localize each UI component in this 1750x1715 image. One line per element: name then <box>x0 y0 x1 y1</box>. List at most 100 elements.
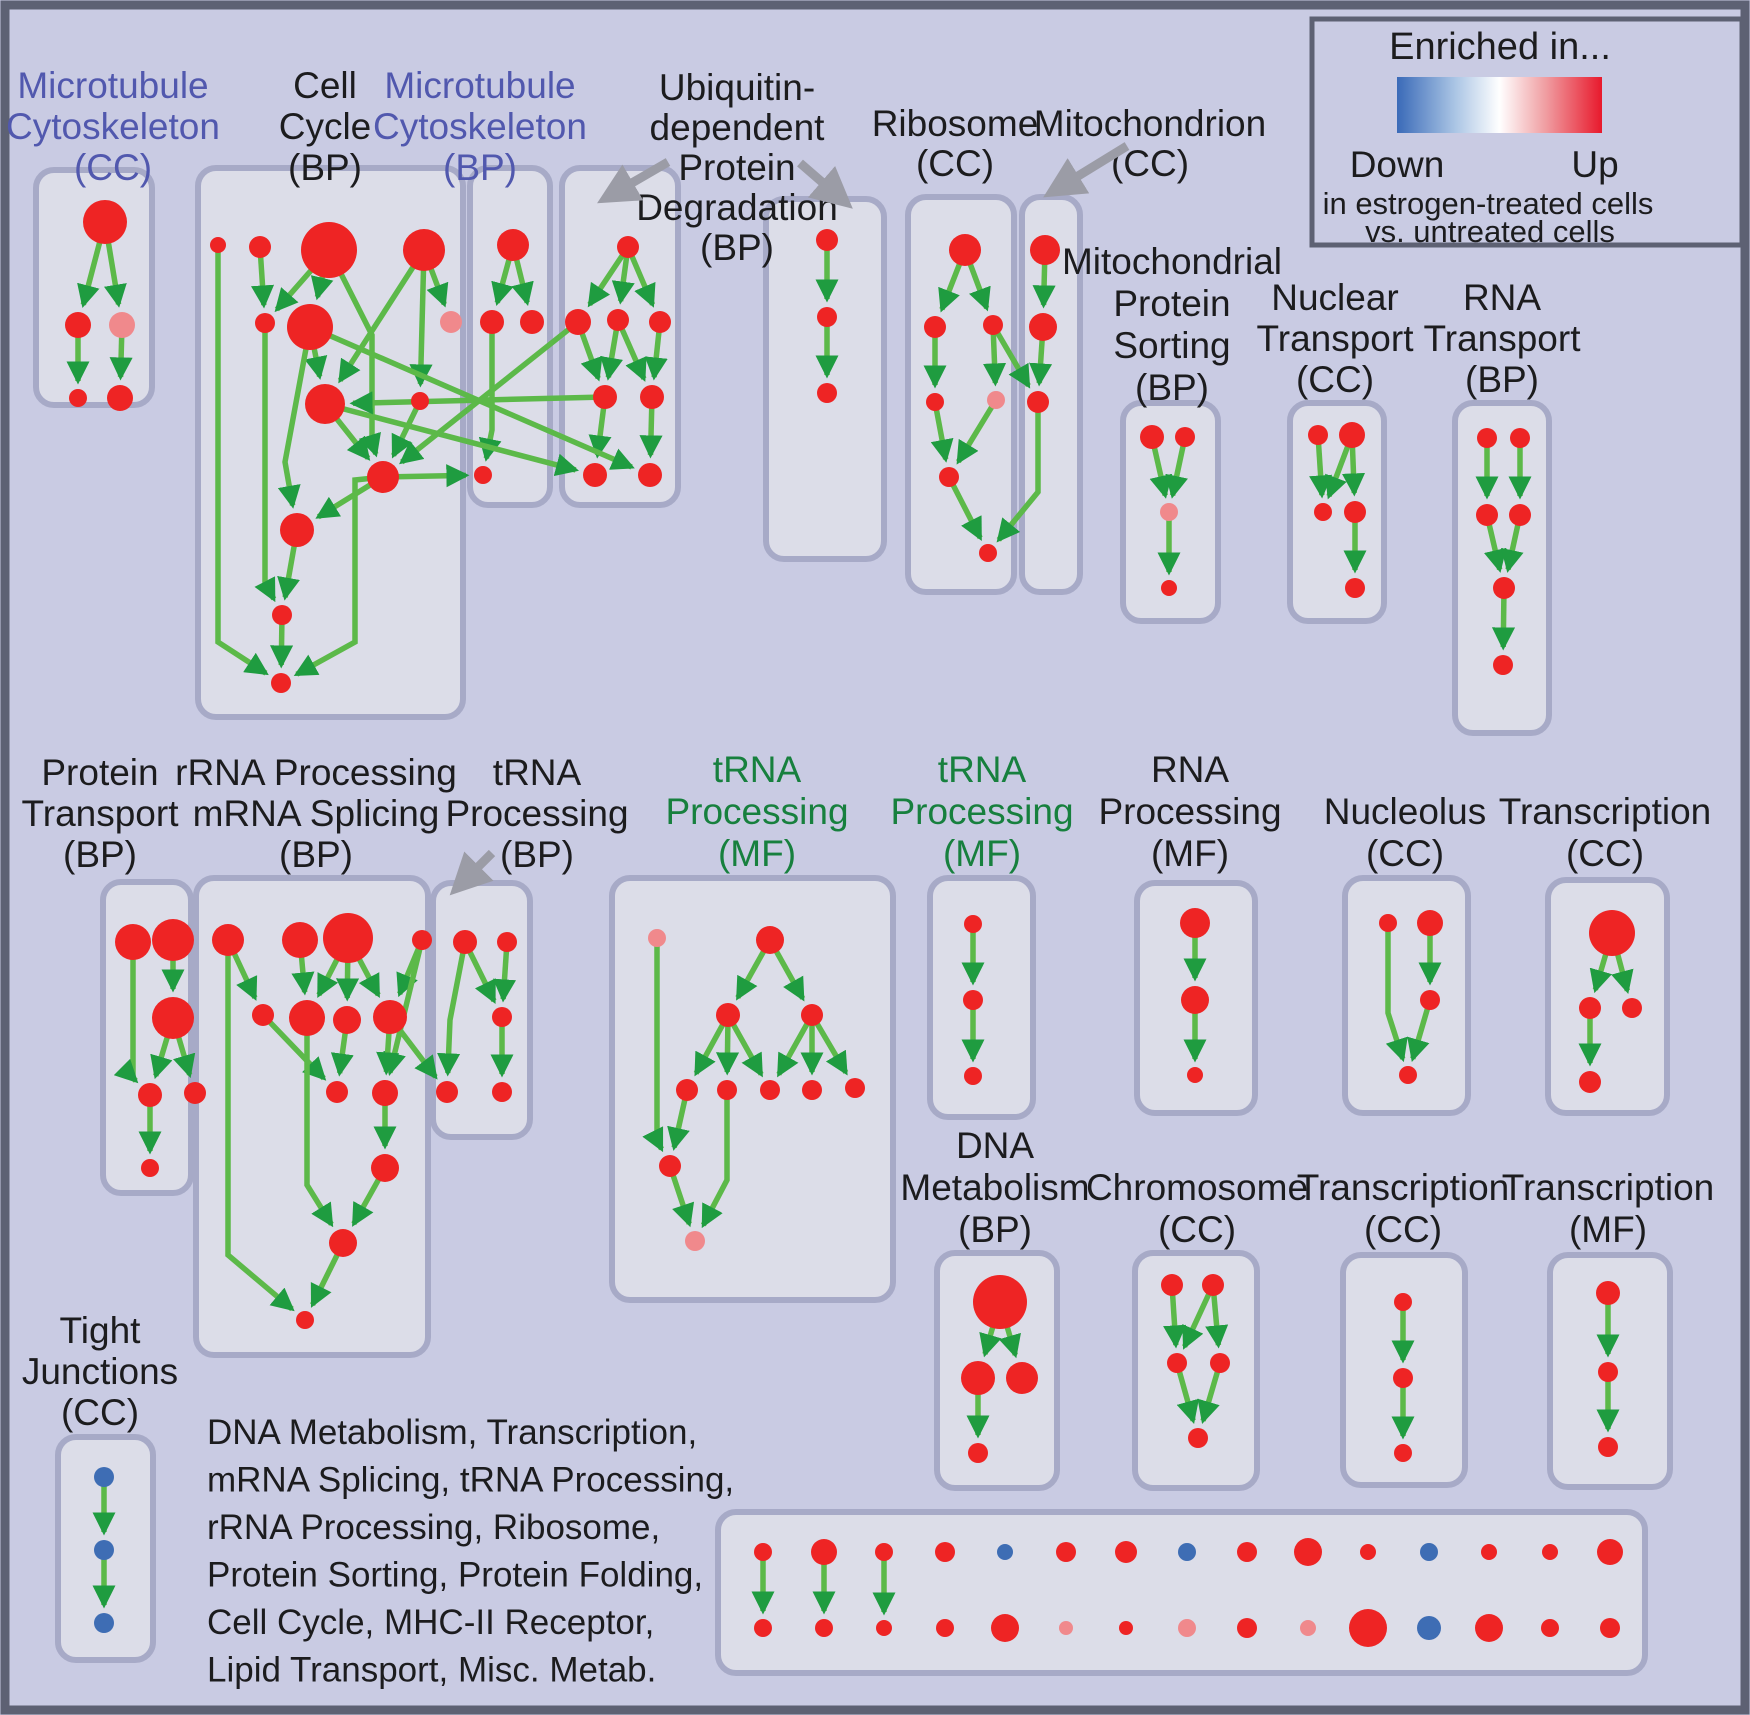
misc-cluster-text-line6: Lipid Transport, Misc. Metab. <box>207 1651 656 1690</box>
gene-node-ubiquitin-protein-degradation-bp-6 <box>583 463 607 487</box>
gene-node-misc-metabolism-box-28 <box>1541 1619 1559 1637</box>
cluster-label-cell-cycle-bp-line1: Cell <box>293 65 357 106</box>
cluster-label-trna-processing-mf-2-line3: (MF) <box>943 833 1021 874</box>
gene-node-microtubule-cytoskeleton-cc-3 <box>69 389 87 407</box>
cluster-box-nuclear-transport-cc <box>1287 400 1387 624</box>
gene-node-nucleolus-cc-1 <box>1417 910 1443 936</box>
gene-node-cell-cycle-bp-5 <box>287 304 333 350</box>
gene-node-rna-transport-bp-0 <box>1477 428 1497 448</box>
edge-arrow <box>304 1018 334 1228</box>
gene-node-rrna-processing-mrna-splicing-bp-10 <box>371 1154 399 1182</box>
cluster-label-microtubule-cytoskeleton-cc-line3: (CC) <box>74 147 152 188</box>
edge-arrow <box>996 402 1041 543</box>
cluster-box-nucleolus-cc <box>1342 875 1471 1116</box>
gene-node-transcription-cc-bottom-0 <box>1394 1293 1412 1311</box>
cluster-label-cell-cycle-bp-line2: Cycle <box>279 106 372 147</box>
gene-node-ribosome-cc-5 <box>939 467 959 487</box>
misc-cluster-text-line1: DNA Metabolism, Transcription, <box>207 1413 697 1452</box>
gene-node-ribosome-cc-3 <box>926 393 944 411</box>
cluster-label-transcription-mf-line1: Transcription <box>1502 1167 1714 1208</box>
gene-node-nucleolus-cc-3 <box>1399 1066 1417 1084</box>
cluster-label-transcription-cc-bottom-line2: (CC) <box>1364 1209 1442 1250</box>
gene-node-chromosome-cc-4 <box>1188 1428 1208 1448</box>
cluster-label-nuclear-transport-cc-line2: Transport <box>1257 318 1415 359</box>
gene-node-misc-metabolism-box-26 <box>1417 1616 1441 1640</box>
cluster-label-ribosome-cc-line2: (CC) <box>916 143 994 184</box>
legend-gradient-bar <box>1397 77 1602 133</box>
gene-node-trna-processing-bp-4 <box>492 1082 512 1102</box>
gene-node-cell-cycle-bp-7 <box>305 384 345 424</box>
cluster-label-microtubule-cytoskeleton-cc-line1: Microtubule <box>17 65 208 106</box>
cluster-label-transcription-cc-mid-line1: Transcription <box>1499 791 1711 832</box>
gene-node-chromosome-cc-3 <box>1210 1353 1230 1373</box>
edge-arrow <box>990 323 1031 389</box>
gene-node-trna-processing-mf-1-1 <box>756 926 784 954</box>
gene-node-ribosome-cc-1 <box>924 316 946 338</box>
edge-arrow <box>437 941 468 1077</box>
cluster-label-trna-processing-mf-1-line2: Processing <box>665 791 848 832</box>
cluster-label-protein-transport-bp-line1: Protein <box>41 752 158 793</box>
gene-node-rna-processing-mf-0 <box>1180 908 1210 938</box>
cluster-label-rna-transport-bp-line1: RNA <box>1463 277 1541 318</box>
gene-node-rrna-processing-mrna-splicing-bp-3 <box>412 930 432 950</box>
gene-node-misc-metabolism-box-11 <box>1420 1543 1438 1561</box>
gene-node-misc-metabolism-box-1 <box>811 1539 837 1565</box>
gene-node-misc-metabolism-box-16 <box>815 1619 833 1637</box>
gene-node-misc-metabolism-box-7 <box>1178 1543 1196 1561</box>
gene-node-trna-processing-bp-2 <box>492 1007 512 1027</box>
edge-arrow <box>254 323 277 603</box>
gene-node-misc-metabolism-box-13 <box>1542 1544 1558 1560</box>
gene-node-rrna-processing-mrna-splicing-bp-1 <box>282 922 318 958</box>
gene-node-cell-cycle-bp-9 <box>367 461 399 493</box>
edge-arrow <box>1309 434 1333 499</box>
gene-node-microtubule-cytoskeleton-cc-0 <box>83 200 127 244</box>
cluster-label-trna-processing-bp-line3: (BP) <box>500 834 574 875</box>
legend-down-label: Down <box>1350 144 1445 185</box>
edge-arrow <box>930 401 954 463</box>
gene-node-mitochondrion-cc-0 <box>1030 235 1060 265</box>
gene-node-ubiquitin-protein-degradation-bp-5 <box>640 385 664 409</box>
gene-node-misc-metabolism-box-17 <box>876 1620 892 1636</box>
gene-node-rrna-processing-mrna-splicing-bp-12 <box>296 1311 314 1329</box>
gene-node-cell-cycle-bp-11 <box>272 605 292 625</box>
cluster-label-rna-transport-bp-line3: (BP) <box>1465 359 1539 400</box>
gene-node-mitochondrial-protein-sorting-bp-1 <box>1175 427 1195 447</box>
gene-node-nuclear-transport-cc-0 <box>1308 425 1328 445</box>
gene-node-trna-processing-mf-1-2 <box>716 1003 740 1027</box>
gene-node-misc-metabolism-box-15 <box>754 1619 772 1637</box>
cluster-label-tight-junctions-cc-line3: (CC) <box>61 1392 139 1433</box>
gene-node-trna-processing-mf-1-7 <box>802 1080 822 1100</box>
gene-node-protein-transport-bp-5 <box>141 1159 159 1177</box>
legend: Enriched in... Down Up in estrogen-treat… <box>1309 16 1745 249</box>
gene-node-transcription-cc-mid-3 <box>1579 1071 1601 1093</box>
gene-node-ubiquitin-protein-degradation-bp-2-2 <box>817 383 837 403</box>
gene-node-protein-transport-bp-0 <box>115 924 151 960</box>
cluster-label-trna-processing-bp-line2: Processing <box>445 793 628 834</box>
gene-node-trna-processing-mf-1-0 <box>648 929 666 947</box>
cluster-label-mitochondrial-protein-sorting-bp-line3: Sorting <box>1113 325 1230 366</box>
edge-arrow <box>113 942 139 1084</box>
gene-node-transcription-mf-1 <box>1598 1362 1618 1382</box>
gene-node-misc-metabolism-box-0 <box>754 1543 772 1561</box>
gene-node-rna-processing-mf-1 <box>1181 986 1209 1014</box>
gene-node-trna-processing-bp-0 <box>453 930 477 954</box>
cluster-label-ubiquitin-protein-degradation-bp-line3: Protein <box>678 147 795 188</box>
gene-node-cell-cycle-bp-10 <box>280 513 314 547</box>
cluster-label-microtubule-cytoskeleton-bp-line3: (BP) <box>443 147 517 188</box>
gene-node-transcription-cc-bottom-1 <box>1393 1368 1413 1388</box>
edge-arrow <box>1197 1362 1223 1425</box>
edge-arrow <box>409 249 433 388</box>
cluster-label-trna-processing-mf-2-line1: tRNA <box>938 749 1027 790</box>
edge-arrow <box>809 1013 849 1076</box>
edge-arrow <box>1182 1283 1216 1350</box>
gene-node-transcription-mf-0 <box>1596 1281 1620 1305</box>
gene-node-misc-metabolism-box-24 <box>1300 1620 1316 1636</box>
gene-node-ribosome-cc-2 <box>983 315 1003 335</box>
cluster-label-ubiquitin-protein-degradation-bp-line2: dependent <box>650 107 826 148</box>
cluster-label-transcription-mf-line2: (MF) <box>1569 1209 1647 1250</box>
gene-node-cell-cycle-bp-8 <box>411 392 429 410</box>
cluster-label-microtubule-cytoskeleton-bp-line2: Cytoskeleton <box>373 106 587 147</box>
gene-node-transcription-cc-mid-0 <box>1589 910 1635 956</box>
